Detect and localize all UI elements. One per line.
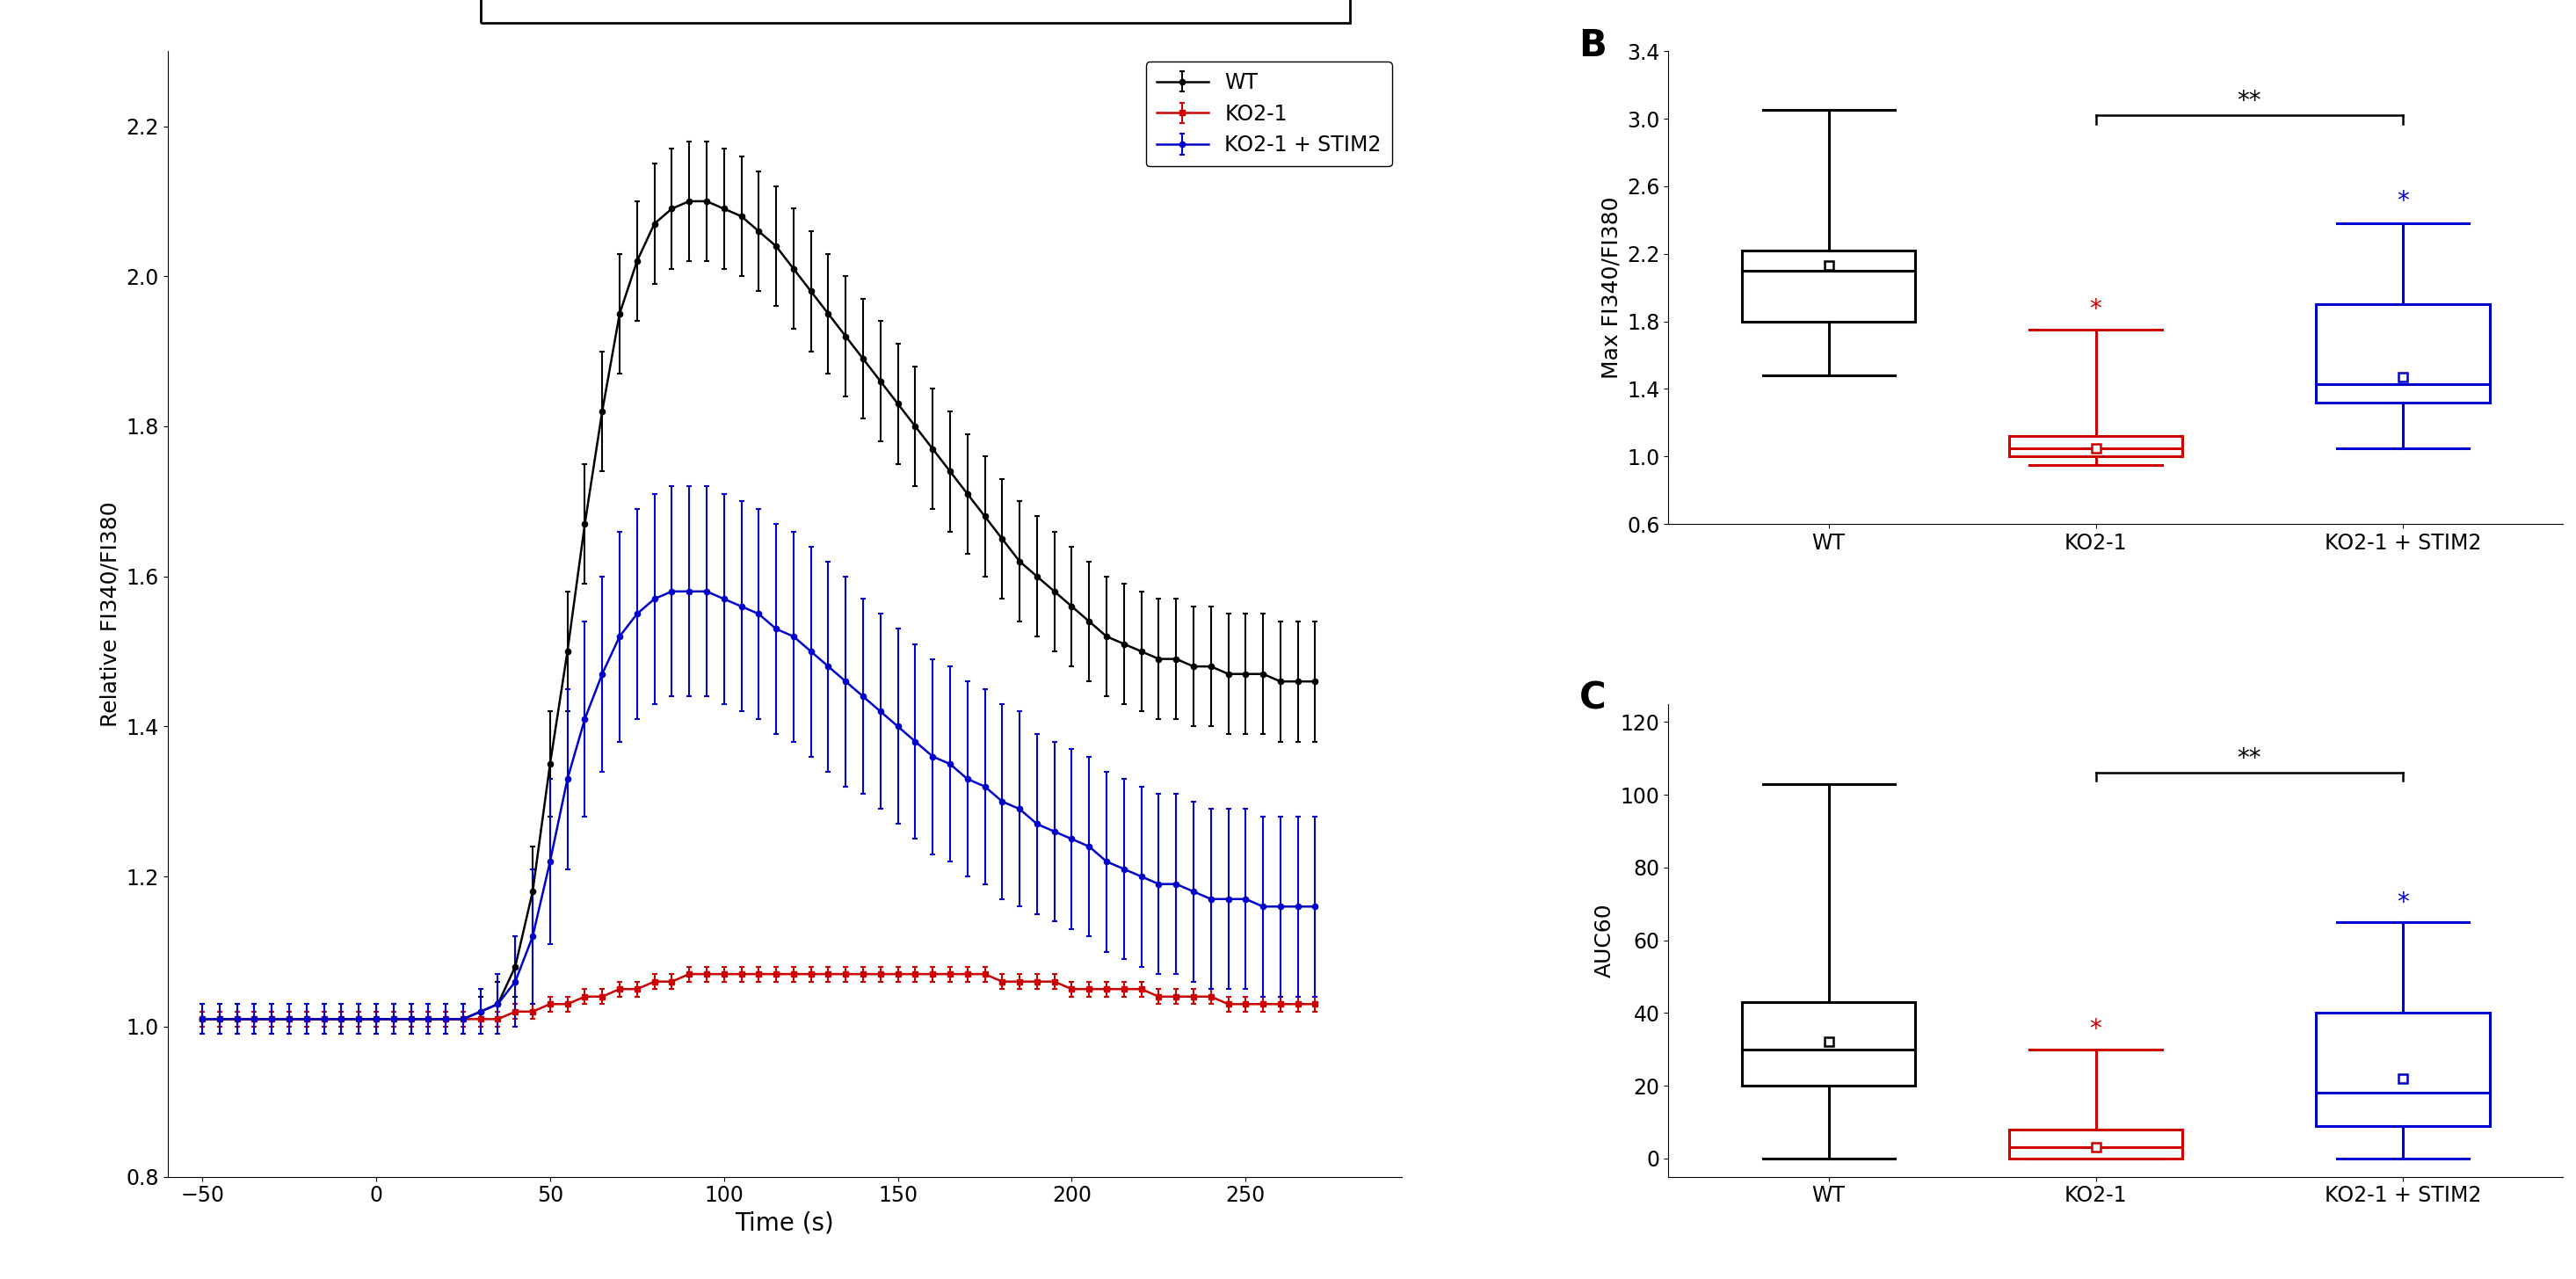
Text: B: B (1579, 28, 1607, 64)
Bar (1741, 1001, 1917, 1086)
X-axis label: Time (s): Time (s) (734, 1211, 835, 1236)
Text: **: ** (2236, 747, 2262, 771)
Text: *: * (2396, 189, 2409, 214)
Text: **: ** (2236, 90, 2262, 114)
Text: *: * (2089, 1018, 2102, 1042)
Bar (482, 0, 1350, 23)
Bar (2316, 304, 2488, 403)
Bar (2009, 436, 2182, 457)
Text: C: C (1579, 680, 1605, 718)
Bar (2316, 1013, 2488, 1126)
Y-axis label: AUC60: AUC60 (1595, 903, 1615, 977)
Legend: WT, KO2-1, KO2-1 + STIM2: WT, KO2-1, KO2-1 + STIM2 (1146, 61, 1391, 166)
Bar (1741, 251, 1917, 321)
Text: *: * (2089, 297, 2102, 321)
Y-axis label: Relative FI340/FI380: Relative FI340/FI380 (100, 501, 121, 726)
Y-axis label: Max FI340/FI380: Max FI340/FI380 (1602, 197, 1623, 379)
Text: *: * (2396, 890, 2409, 914)
Bar (2009, 1129, 2182, 1159)
